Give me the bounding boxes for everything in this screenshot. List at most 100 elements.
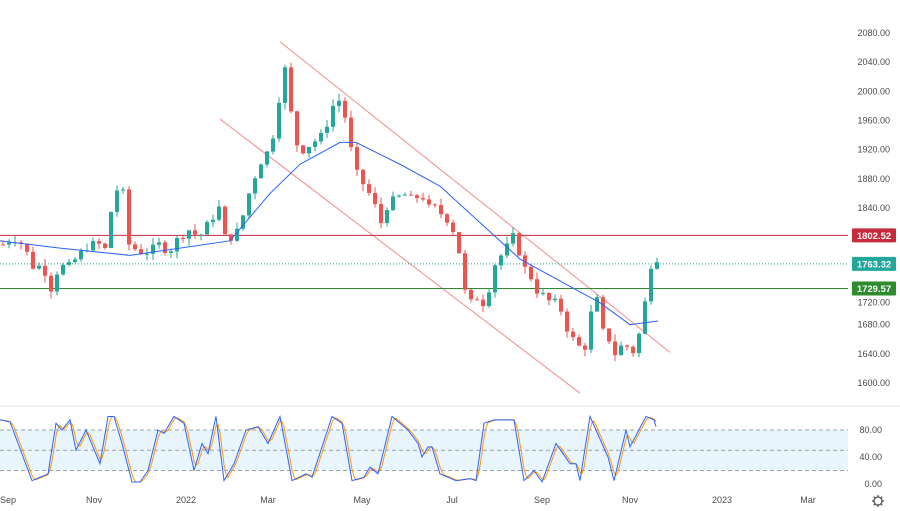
candle-body <box>211 219 215 223</box>
candle-body <box>613 341 617 356</box>
candle-body <box>289 67 293 112</box>
candle-body <box>283 67 287 103</box>
candle-body <box>91 241 95 251</box>
candle <box>535 272 539 299</box>
candle-body <box>493 265 497 293</box>
level-tag-2 <box>852 281 896 296</box>
candle <box>433 203 437 208</box>
price-tick-label: 1840.00 <box>857 203 890 213</box>
candle-body <box>163 242 167 253</box>
candle <box>19 240 23 250</box>
price-tick-label: 1600.00 <box>857 378 890 388</box>
candle <box>517 231 521 257</box>
candle-body <box>247 193 251 216</box>
candle <box>601 294 605 331</box>
candle <box>13 235 17 247</box>
candle-body <box>133 244 137 250</box>
candle <box>271 135 275 155</box>
candle <box>613 334 617 362</box>
candle-body <box>31 251 35 269</box>
candle-body <box>157 242 161 245</box>
candle <box>397 194 401 198</box>
candle <box>301 144 305 155</box>
candle-body <box>535 279 539 294</box>
candle-body <box>175 238 179 252</box>
candle <box>265 150 269 168</box>
candle-body <box>235 228 239 241</box>
candle <box>511 227 515 247</box>
price-tick-label: 2000.00 <box>857 86 890 96</box>
candle <box>361 169 365 192</box>
candle-body <box>619 345 623 356</box>
candle <box>307 146 311 158</box>
candle-body <box>361 169 365 185</box>
candle-body <box>355 147 359 170</box>
price-tick-label: 1640.00 <box>857 349 890 359</box>
candle <box>619 341 623 356</box>
level-tag-0 <box>852 228 896 243</box>
candle <box>217 200 221 222</box>
candle <box>487 288 491 309</box>
candle <box>175 236 179 259</box>
candle-body <box>553 298 557 301</box>
candle <box>193 224 197 239</box>
candle <box>91 237 95 253</box>
candle-body <box>505 243 509 256</box>
candle <box>643 297 647 335</box>
candle-body <box>601 297 605 329</box>
candle-body <box>379 203 383 224</box>
candle <box>481 294 485 313</box>
gear-tooth <box>880 503 883 506</box>
candle-body <box>55 274 59 292</box>
candle-body <box>187 230 191 239</box>
candle <box>469 288 473 303</box>
candle <box>295 110 299 152</box>
time-tick-label: Mar <box>260 495 276 505</box>
candle <box>385 207 389 227</box>
candle <box>523 251 527 274</box>
candle-body <box>571 331 575 338</box>
candle <box>31 246 35 270</box>
candle <box>625 344 629 351</box>
candle-body <box>403 194 407 196</box>
candle-body <box>139 249 143 255</box>
candle-body <box>241 215 245 229</box>
gear-tooth <box>880 496 883 499</box>
candle-body <box>259 164 263 179</box>
candle <box>577 334 581 347</box>
candle <box>463 249 467 294</box>
time-tick-label: Sep <box>0 495 16 505</box>
candle-body <box>469 289 473 300</box>
candle-body <box>433 204 437 206</box>
candle <box>127 186 131 251</box>
channel-lower-line <box>219 118 581 394</box>
candle <box>343 97 347 123</box>
candle <box>49 272 53 299</box>
price-tick-label: 2040.00 <box>857 57 890 67</box>
candle <box>55 271 59 296</box>
candle-body <box>577 337 581 346</box>
candle <box>439 198 443 219</box>
candle-body <box>127 189 131 245</box>
time-tick-label: Jul <box>446 495 458 505</box>
settings-gear-icon[interactable] <box>872 495 884 507</box>
candle <box>163 239 167 256</box>
candle <box>67 258 71 267</box>
candle-body <box>49 275 53 292</box>
candle-body <box>331 105 335 127</box>
candle-body <box>565 311 569 332</box>
time-tick-label: May <box>353 495 371 505</box>
candle <box>571 327 575 341</box>
level-tag-1 <box>852 256 896 271</box>
candle <box>259 163 263 179</box>
candle <box>205 220 209 235</box>
candle <box>409 190 413 196</box>
candle <box>247 193 251 218</box>
candle <box>73 256 77 264</box>
candle-body <box>631 346 635 354</box>
time-tick-label: Sep <box>534 495 550 505</box>
candle <box>565 308 569 338</box>
candle-body <box>541 292 545 294</box>
candle <box>373 187 377 208</box>
